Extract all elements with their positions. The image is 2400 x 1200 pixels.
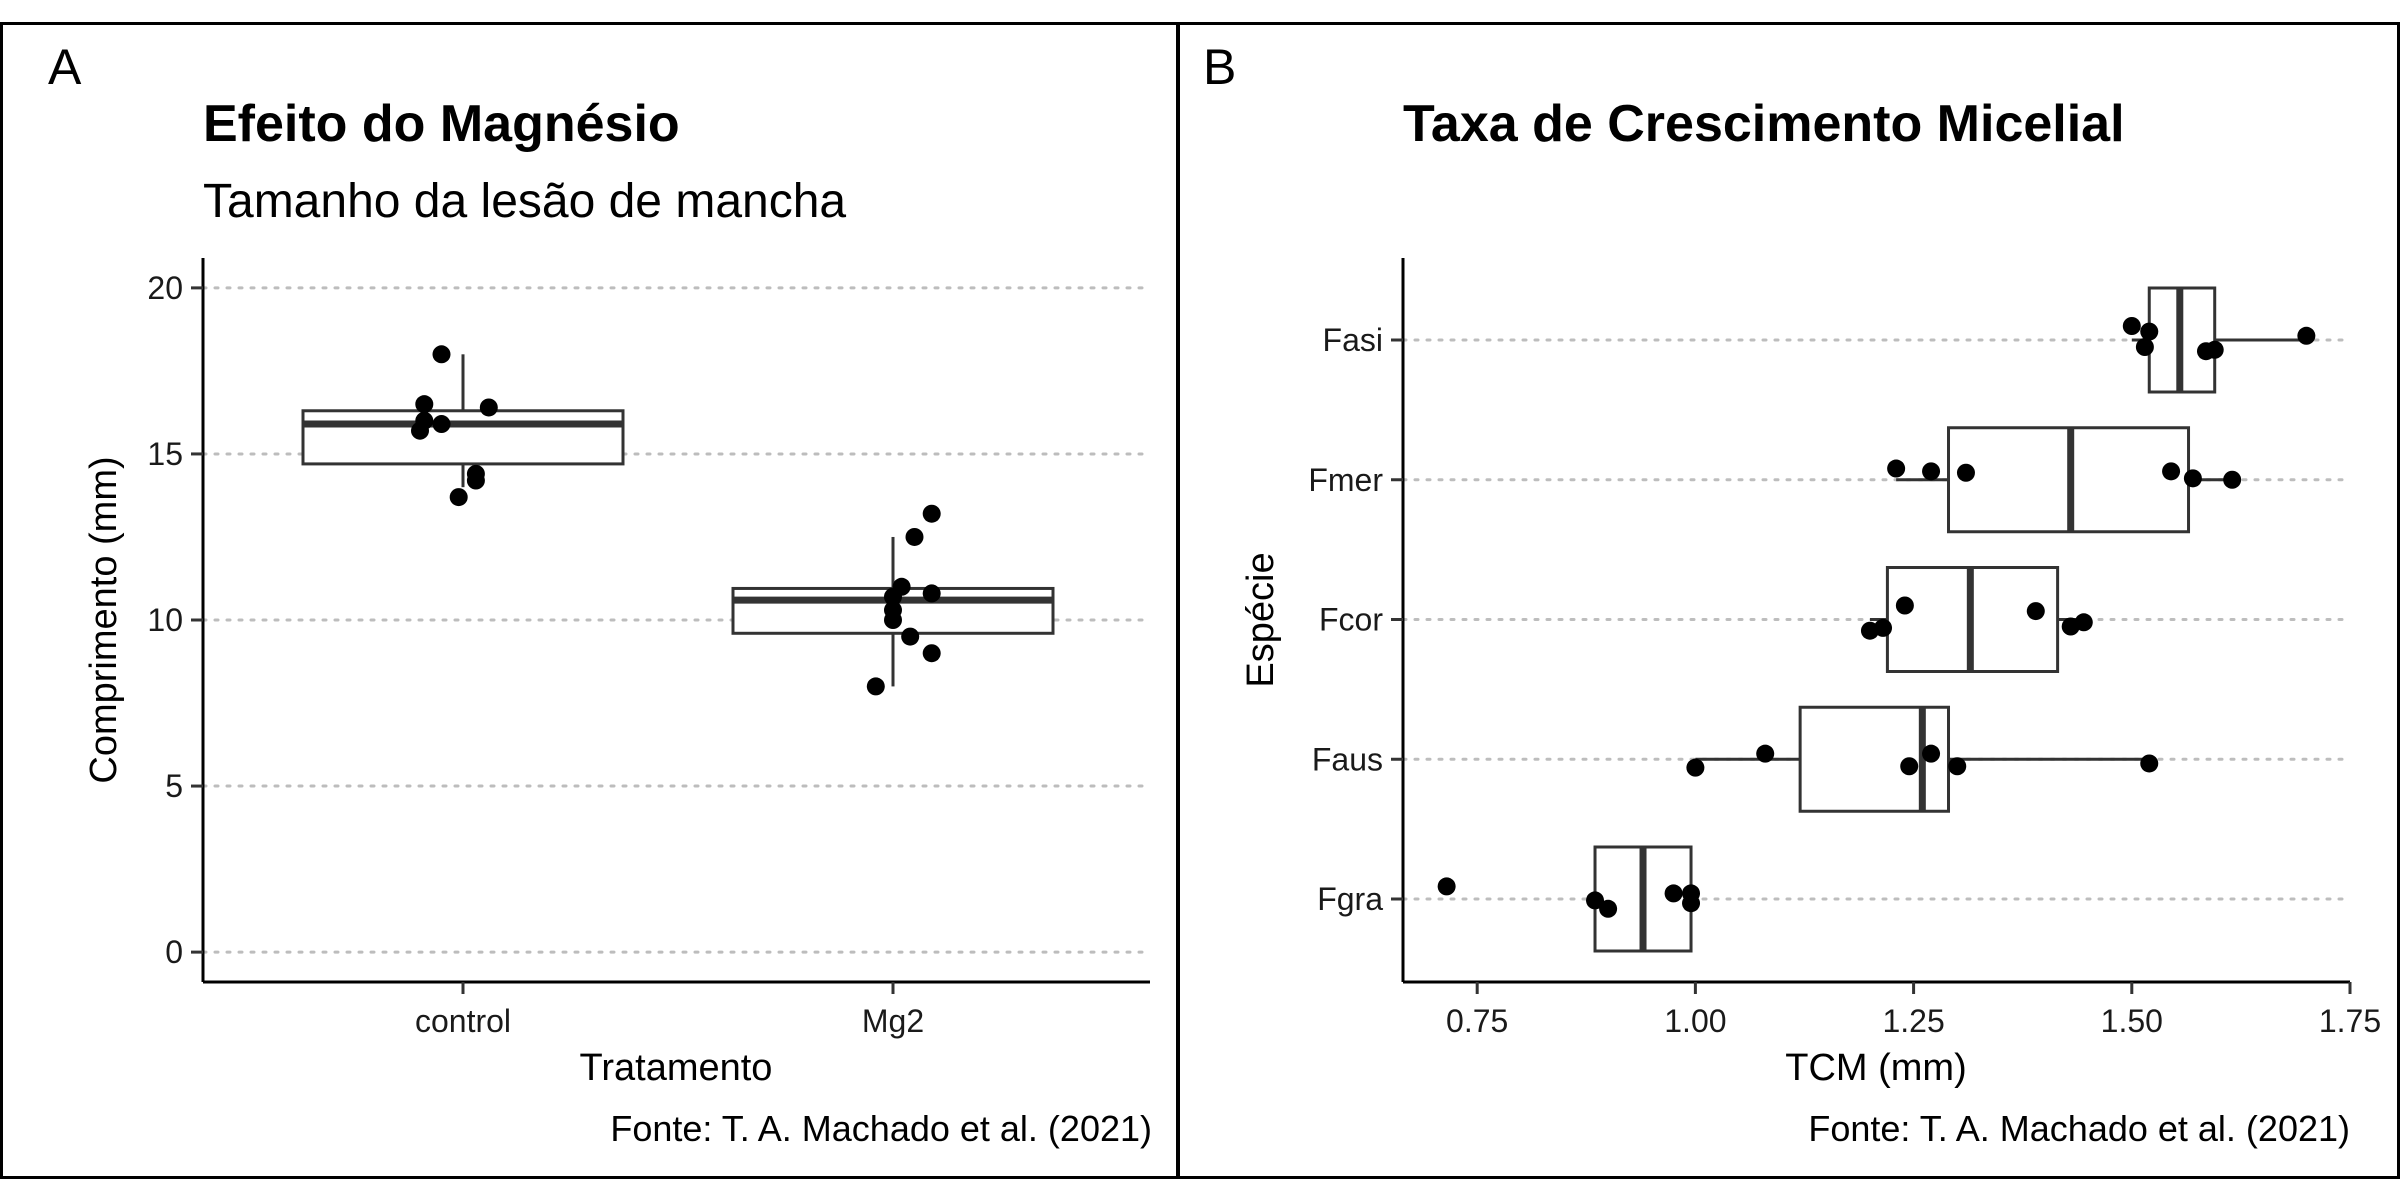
panel-a-subtitle: Tamanho da lesão de mancha: [203, 175, 847, 228]
box-control: [301, 409, 625, 466]
data-point: [1874, 618, 1893, 637]
data-point: [922, 504, 941, 523]
x-tick-label: 0.75: [1446, 1003, 1508, 1039]
y-axis-title: Comprimento (mm): [83, 456, 125, 783]
data-point: [2297, 326, 2316, 345]
panel-b-caption: Fonte: T. A. Machado et al. (2021): [1808, 1108, 2350, 1149]
panel-a-caption: Fonte: T. A. Machado et al. (2021): [610, 1108, 1152, 1149]
data-point: [2223, 470, 2242, 489]
data-point: [2140, 322, 2159, 341]
data-point: [1900, 757, 1919, 776]
panel-a-tag: A: [48, 39, 82, 95]
data-point: [1887, 459, 1906, 478]
data-point: [415, 395, 434, 414]
data-point: [2122, 317, 2141, 335]
y-axis-title: Espécie: [1240, 552, 1282, 687]
data-point: [1948, 757, 1967, 776]
data-point: [1664, 884, 1683, 903]
data-point: [2074, 613, 2093, 632]
panel-b-tag: B: [1203, 39, 1237, 95]
data-point: [1895, 596, 1914, 615]
data-point: [2135, 338, 2154, 356]
data-point: [2140, 754, 2159, 773]
data-point: [1956, 463, 1975, 482]
y-tick-label: Faus: [1312, 741, 1383, 777]
data-point: [866, 677, 885, 696]
panel-a-title: Efeito do Magnésio: [203, 95, 680, 153]
x-tick-label: 1.50: [2101, 1003, 2163, 1039]
data-point: [1686, 758, 1705, 777]
x-axis-title: TCM (mm): [1785, 1047, 1966, 1089]
data-point: [1756, 744, 1775, 763]
y-tick-label: Fmer: [1308, 462, 1383, 498]
data-point: [884, 611, 902, 629]
panel-b-title: Taxa de Crescimento Micelial: [1403, 95, 2125, 153]
y-tick-label: 15: [147, 436, 183, 472]
y-tick-label: Fcor: [1319, 602, 1383, 638]
data-point: [922, 644, 941, 663]
x-tick-label: 1.75: [2319, 1003, 2381, 1039]
data-point: [905, 527, 924, 546]
y-tick-label: 20: [147, 270, 183, 306]
data-point: [1437, 877, 1456, 896]
y-tick-label: 5: [165, 768, 183, 804]
data-point: [411, 421, 429, 440]
x-tick-label: control: [415, 1003, 511, 1039]
data-point: [2205, 340, 2224, 359]
data-point: [884, 587, 902, 606]
x-tick-label: Mg2: [862, 1003, 924, 1039]
data-point: [1599, 899, 1618, 918]
y-tick-label: 10: [147, 602, 183, 638]
data-point: [479, 398, 498, 417]
data-point: [432, 345, 451, 364]
y-tick-label: 0: [165, 934, 183, 970]
chart-a: 0 5 10 15 20 control Mg2 Tratamento Comprimento …: [83, 258, 1152, 1089]
data-point: [449, 488, 468, 507]
data-point: [2026, 602, 2045, 621]
data-point: [1682, 894, 1701, 913]
data-point: [922, 584, 941, 603]
y-tick-label: Fgra: [1317, 881, 1383, 917]
data-point: [2162, 462, 2181, 481]
data-point: [466, 471, 485, 490]
data-point: [901, 627, 920, 646]
data-point: [1922, 462, 1941, 481]
data-point: [1586, 891, 1605, 910]
x-axis-title: Tratamento: [580, 1047, 773, 1089]
panel-b-frame: [1176, 22, 2400, 1179]
data-point: [432, 415, 451, 434]
x-tick-label: 1.00: [1664, 1003, 1726, 1039]
x-tick-label: 1.25: [1882, 1003, 1944, 1039]
data-point: [2183, 469, 2202, 488]
data-point: [1922, 744, 1941, 763]
y-tick-label: Fasi: [1323, 322, 1383, 358]
